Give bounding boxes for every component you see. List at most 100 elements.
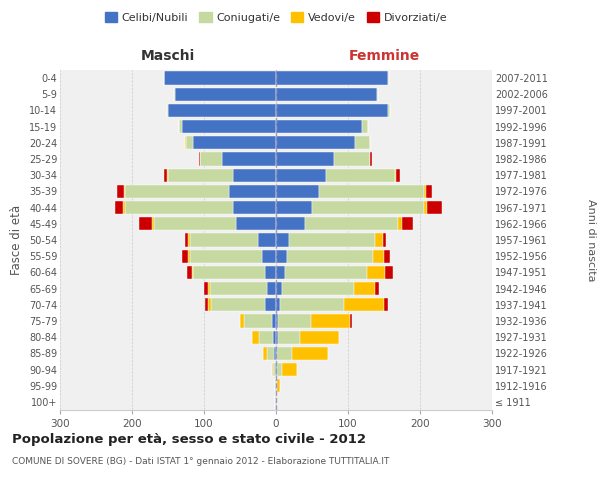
Bar: [164, 168, 167, 182]
Bar: [277, 346, 292, 360]
Bar: [282, 282, 354, 295]
Text: Maschi: Maschi: [141, 49, 195, 63]
Bar: [276, 379, 277, 392]
Bar: [376, 282, 379, 295]
Bar: [384, 298, 388, 312]
Bar: [190, 250, 262, 263]
Bar: [278, 314, 311, 328]
Bar: [272, 363, 273, 376]
Bar: [192, 266, 193, 279]
Bar: [186, 136, 193, 149]
Text: COMUNE DI SOVERE (BG) - Dati ISTAT 1° gennaio 2012 - Elaborazione TUTTITALIA.IT: COMUNE DI SOVERE (BG) - Dati ISTAT 1° ge…: [12, 458, 389, 466]
Bar: [117, 185, 124, 198]
Bar: [287, 250, 373, 263]
Bar: [124, 185, 125, 198]
Bar: [188, 234, 190, 246]
Bar: [398, 217, 402, 230]
Bar: [168, 104, 276, 117]
Bar: [265, 298, 276, 312]
Bar: [276, 346, 277, 360]
Bar: [275, 363, 276, 376]
Bar: [205, 298, 208, 312]
Bar: [210, 282, 268, 295]
Bar: [289, 234, 376, 246]
Bar: [276, 282, 282, 295]
Bar: [312, 201, 424, 214]
Bar: [326, 168, 395, 182]
Bar: [276, 120, 362, 134]
Bar: [263, 346, 266, 360]
Bar: [300, 330, 340, 344]
Bar: [274, 346, 276, 360]
Text: Femmine: Femmine: [349, 49, 419, 63]
Bar: [208, 282, 210, 295]
Bar: [276, 396, 277, 408]
Bar: [268, 282, 276, 295]
Bar: [152, 217, 154, 230]
Bar: [276, 88, 377, 101]
Bar: [190, 234, 258, 246]
Bar: [284, 266, 367, 279]
Legend: Celibi/Nubili, Coniugati/e, Vedovi/e, Divorziati/e: Celibi/Nubili, Coniugati/e, Vedovi/e, Di…: [100, 8, 452, 28]
Bar: [275, 379, 276, 392]
Bar: [154, 217, 236, 230]
Bar: [139, 217, 152, 230]
Bar: [276, 234, 289, 246]
Bar: [276, 152, 334, 166]
Bar: [426, 185, 431, 198]
Bar: [168, 168, 233, 182]
Bar: [167, 168, 168, 182]
Bar: [229, 185, 276, 198]
Bar: [388, 72, 389, 85]
Bar: [427, 201, 442, 214]
Bar: [350, 314, 352, 328]
Bar: [383, 234, 386, 246]
Bar: [233, 201, 276, 214]
Bar: [115, 201, 124, 214]
Bar: [377, 88, 378, 101]
Bar: [276, 72, 388, 85]
Bar: [276, 266, 284, 279]
Bar: [388, 104, 390, 117]
Bar: [384, 250, 390, 263]
Bar: [185, 136, 186, 149]
Bar: [276, 168, 326, 182]
Bar: [265, 266, 276, 279]
Bar: [319, 185, 424, 198]
Bar: [395, 168, 396, 182]
Bar: [424, 201, 427, 214]
Bar: [124, 201, 125, 214]
Bar: [376, 234, 383, 246]
Bar: [396, 168, 400, 182]
Bar: [200, 152, 222, 166]
Bar: [276, 136, 355, 149]
Bar: [233, 168, 276, 182]
Bar: [182, 120, 276, 134]
Y-axis label: Fasce di età: Fasce di età: [10, 205, 23, 275]
Bar: [251, 330, 259, 344]
Bar: [402, 217, 413, 230]
Bar: [266, 346, 274, 360]
Bar: [259, 330, 273, 344]
Bar: [276, 104, 388, 117]
Bar: [367, 266, 385, 279]
Bar: [193, 266, 265, 279]
Bar: [175, 88, 276, 101]
Bar: [185, 234, 188, 246]
Bar: [311, 314, 350, 328]
Bar: [188, 250, 190, 263]
Bar: [276, 201, 312, 214]
Bar: [276, 330, 278, 344]
Bar: [424, 185, 426, 198]
Bar: [373, 250, 384, 263]
Bar: [276, 185, 319, 198]
Bar: [273, 363, 275, 376]
Bar: [258, 234, 276, 246]
Bar: [211, 298, 265, 312]
Bar: [272, 314, 276, 328]
Bar: [277, 379, 280, 392]
Bar: [362, 120, 368, 134]
Bar: [187, 266, 192, 279]
Bar: [236, 217, 276, 230]
Bar: [262, 250, 276, 263]
